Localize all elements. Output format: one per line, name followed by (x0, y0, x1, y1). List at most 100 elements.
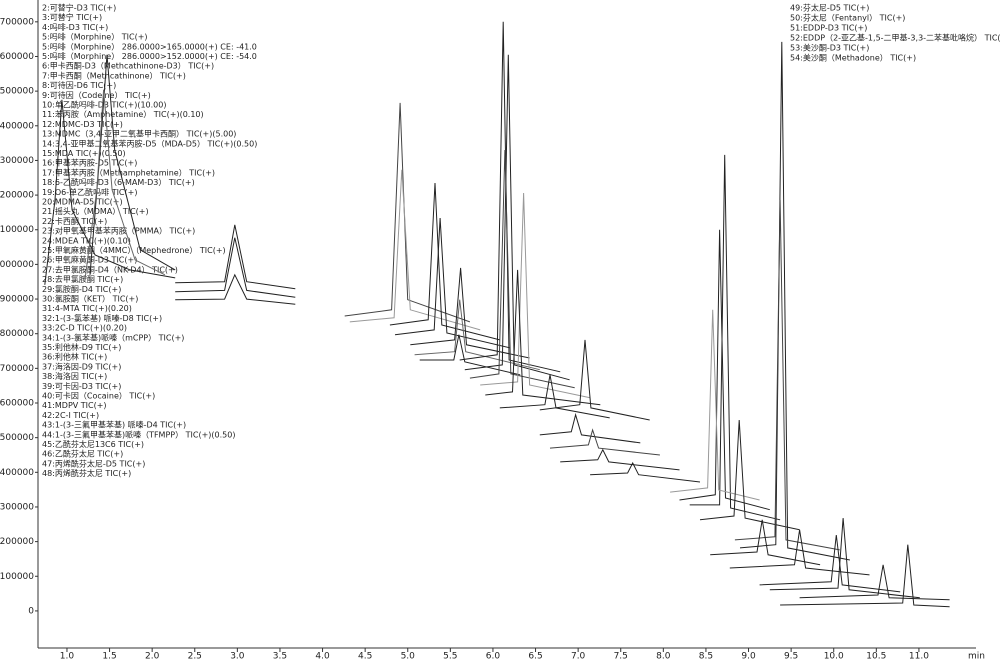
legend-entry: 27:去甲氯胺酮-D4（NK-D4） TIC(+) (42, 264, 178, 274)
legend-entry: 23:对甲氧基甲基苯丙胺（PMMA） TIC(+) (42, 226, 195, 236)
x-tick-label: 6.0 (486, 652, 501, 662)
trace (560, 450, 679, 470)
y-tick-label: 900000 (0, 295, 34, 305)
legend-entry: 13:MDMC（3,4-亚甲二氧基甲卡西酮） TIC(+)(5.00) (42, 129, 236, 139)
legend-entry: 4:吗啡-D3 TIC(+) (42, 22, 108, 32)
trace (480, 193, 590, 398)
x-tick-label: 7.5 (614, 652, 628, 662)
x-tick-label: 10.0 (824, 652, 844, 662)
x-tick-label: 10.5 (866, 652, 886, 662)
legend-entry: 31:4-MTA TIC(+)(0.20) (42, 304, 132, 313)
legend-entry: 16:甲基苯丙胺-D5 TIC(+) (42, 158, 137, 168)
x-tick-label: 11.0 (909, 652, 929, 662)
y-tick-label: 1200000 (0, 191, 34, 201)
x-tick-label: 8.5 (699, 652, 713, 662)
x-tick-label: 6.5 (528, 652, 542, 662)
legend-entry: 52:EDDP（2-亚乙基-1,5-二甲基-3,3-二苯基吡咯烷） TIC(+) (790, 33, 1000, 43)
x-tick-label: 1.5 (102, 652, 116, 662)
legend-entry: 30:氯胺酮（KET） TIC(+) (42, 294, 138, 304)
trace (470, 150, 575, 388)
legend-entry: 29:氯胺酮-D4 TIC(+) (42, 284, 121, 294)
legend-entry: 5:吗啡（Morphine） TIC(+) (42, 32, 148, 42)
y-tick-label: 1000000 (0, 260, 34, 270)
legend-entry: 34:1-(3-氯苯基)哌嗪（mCPP） TIC(+) (42, 332, 184, 342)
x-tick-label: 4.0 (315, 652, 330, 662)
x-tick-label: 9.5 (784, 652, 798, 662)
y-tick-label: 800000 (0, 329, 34, 339)
x-tick-label: 2.5 (188, 652, 202, 662)
trace (690, 155, 780, 520)
legend-entry: 46:乙酰芬太尼 TIC(+) (42, 449, 123, 459)
x-tick-label: 9.0 (741, 652, 756, 662)
legend-entry: 45:乙酰芬太尼13C6 TIC(+) (42, 439, 144, 449)
legend-entry: 6:甲卡西酮-D3（Methcathinone-D3） TIC(+) (42, 61, 214, 71)
y-tick-label: 600000 (0, 399, 34, 409)
legend-entry: 47:丙烯酰芬太尼-D5 TIC(+) (42, 458, 145, 468)
chart: min 010000020000030000040000050000060000… (0, 0, 1000, 662)
legend-entry: 28:去甲氯胺酮 TIC(+) (42, 274, 123, 284)
y-tick-label: 1400000 (0, 121, 34, 131)
trace (460, 22, 561, 372)
legend-entry: 12:MDMC-D3 TIC(+) (42, 120, 123, 129)
trace (770, 518, 920, 598)
legend-entry: 26:甲氧麻黄酮-D3 TIC(+) (42, 255, 137, 265)
legend-entry: 25:甲氧麻黄酮（4MMC）（Mephedrone） TIC(+) (42, 245, 226, 255)
trace (760, 535, 901, 592)
legend-entry: 44:1-(3-三氟甲基苯基)哌嗪（TFMPP） TIC(+)(0.50) (42, 429, 235, 439)
y-tick-label: 200000 (0, 537, 34, 547)
y-tick-label: 500000 (0, 433, 34, 443)
y-tick-label: 1600000 (0, 52, 34, 62)
legend-entry: 49:芬太尼-D5 TIC(+) (790, 3, 869, 13)
x-tick-label: 3.0 (230, 652, 245, 662)
trace (345, 103, 470, 322)
legend-entry: 3:可替宁 TIC(+) (42, 12, 102, 22)
y-tick-label: 1300000 (0, 156, 34, 166)
legend-entry: 53:美沙酮-D3 TIC(+) (790, 43, 869, 53)
legend-entry: 7:甲卡西酮（Methcathinone） TIC(+) (42, 70, 186, 80)
x-tick-label: 7.0 (571, 652, 586, 662)
trace (395, 218, 510, 348)
y-tick-label: 1100000 (0, 225, 34, 235)
legend-entry: 9:可待因（Codeine） TIC(+) (42, 90, 151, 100)
legend-entry: 50:芬太尼（Fentanyl） TIC(+) (790, 13, 905, 23)
trace (670, 310, 760, 500)
x-tick-label: 4.5 (358, 652, 372, 662)
legend-entry: 36:利他林 TIC(+) (42, 352, 107, 362)
legend-entry: 33:2C-D TIC(+)(0.20) (42, 324, 127, 333)
legend-entry: 32:1-(3-氯苯基) 哌嗪-D8 TIC(+) (42, 313, 162, 323)
legend-entry: 2:可替宁-D3 TIC(+) (42, 3, 116, 13)
legend-entry: 14:3,4-亚甲基二氧基苯丙胺-D5（MDA-D5） TIC(+)(0.50) (42, 138, 257, 148)
x-axis-label: min (968, 652, 985, 662)
legend-entry: 43:1-(3-三氟甲基苯基) 哌嗪-D4 TIC(+) (42, 420, 186, 430)
legend-entry: 51:EDDP-D3 TIC(+) (790, 24, 867, 33)
x-tick-label: 3.5 (273, 652, 287, 662)
legend-entry: 11:苯丙胺（Amphetamine） TIC(+)(0.10) (42, 109, 204, 119)
legend-entry: 48:丙烯酰芬太尼 TIC(+) (42, 468, 131, 478)
legend-entry: 37:海洛因-D9 TIC(+) (42, 361, 121, 371)
trace (465, 55, 570, 380)
legend-entry: 15:MDA TIC(+)(0.50) (42, 149, 126, 158)
y-tick-label: 300000 (0, 502, 34, 512)
legend-entry: 5:吗啡（Morphine） 286.0000>152.0000(+) CE: … (42, 51, 257, 61)
x-tick-label: 1.0 (60, 652, 75, 662)
y-tick-label: 1700000 (0, 17, 34, 27)
y-tick-label: 100000 (0, 572, 34, 582)
trace (550, 430, 660, 455)
legend-entry: 40:可卡因（Cocaine） TIC(+) (42, 391, 155, 401)
x-tick-label: 5.0 (401, 652, 416, 662)
legend-entry: 5:吗啡（Morphine） 286.0000>165.0000(+) CE: … (42, 41, 257, 51)
y-tick-label: 1500000 (0, 87, 34, 97)
legend-entry: 18:6-乙酰吗啡-D3（6-MAM-D3） TIC(+) (42, 177, 195, 187)
legend-entry: 41:MDPV TIC(+) (42, 401, 107, 410)
legend-entry: 35:利他林-D9 TIC(+) (42, 342, 121, 352)
legend-entry: 39:可卡因-D3 TIC(+) (42, 381, 121, 391)
x-tick-label: 5.5 (443, 652, 457, 662)
x-tick-label: 2.0 (145, 652, 160, 662)
legend-entry: 54:美沙酮（Methadone） TIC(+) (790, 53, 916, 63)
x-tick-label: 8.0 (656, 652, 671, 662)
y-tick-label: 400000 (0, 468, 34, 478)
trace (680, 230, 770, 510)
y-tick-label: 700000 (0, 364, 34, 374)
trace (740, 42, 850, 560)
legend-entry: 19:O6-单乙酰吗啡 TIC(+) (42, 187, 137, 197)
